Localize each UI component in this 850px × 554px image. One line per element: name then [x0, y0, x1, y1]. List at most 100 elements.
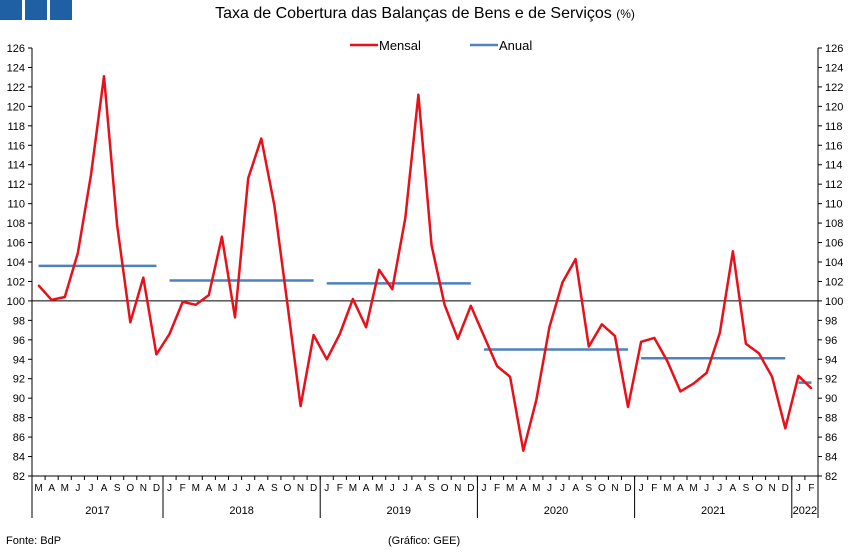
mensal-data-point	[90, 174, 92, 177]
month-tick-label: D	[467, 483, 474, 494]
mensal-data-point	[77, 252, 79, 255]
mensal-data-point	[181, 301, 184, 303]
mensal-data-point	[404, 217, 407, 220]
mensal-data-point	[718, 332, 721, 334]
month-tick-label: F	[808, 483, 814, 494]
mensal-data-point	[745, 342, 747, 345]
month-tick-label: J	[717, 483, 722, 494]
mensal-data-point	[365, 326, 367, 328]
month-tick-label: S	[271, 483, 278, 494]
month-tick-label: D	[310, 483, 317, 494]
mensal-data-point	[548, 326, 551, 328]
y-tick-label-left: 120	[7, 101, 25, 113]
mensal-data-point	[234, 316, 236, 319]
mensal-data-point	[522, 449, 525, 452]
mensal-data-point	[470, 304, 472, 307]
mensal-data-point	[221, 235, 223, 238]
y-tick-label-left: 98	[13, 315, 25, 327]
mensal-data-point	[63, 296, 66, 298]
y-tick-label-left: 122	[7, 82, 25, 94]
y-tick-label-left: 82	[13, 471, 25, 483]
mensal-data-point	[155, 353, 158, 356]
mensal-data-point	[732, 250, 734, 253]
y-tick-label-left: 104	[7, 257, 25, 269]
y-tick-label-left: 118	[7, 121, 25, 133]
month-tick-label: J	[639, 483, 644, 494]
mensal-data-point	[168, 333, 171, 335]
month-tick-label: J	[796, 483, 801, 494]
mensal-data-point	[286, 303, 289, 305]
y-tick-label-right: 114	[825, 160, 843, 172]
month-tick-label: A	[677, 483, 684, 494]
mensal-series-line	[37, 74, 813, 452]
y-tick-label-left: 124	[7, 62, 25, 74]
y-tick-label-right: 92	[825, 374, 837, 386]
y-tick-label-right: 112	[825, 179, 843, 191]
mensal-data-point	[509, 375, 511, 378]
y-tick-label-right: 88	[825, 413, 837, 425]
mensal-data-point	[784, 427, 787, 430]
month-tick-label: O	[126, 483, 134, 494]
month-tick-label: J	[167, 483, 172, 494]
mensal-data-point	[260, 137, 263, 140]
y-tick-label-right: 110	[825, 199, 843, 211]
month-tick-label: F	[651, 483, 657, 494]
mensal-data-point	[614, 335, 616, 337]
month-tick-label: O	[755, 483, 763, 494]
mensal-data-point	[312, 334, 315, 336]
month-tick-label: O	[441, 483, 449, 494]
month-tick-label: F	[337, 483, 343, 494]
month-tick-label: S	[114, 483, 121, 494]
month-tick-label: M	[218, 483, 226, 494]
month-tick-label: M	[506, 483, 514, 494]
year-tick-label: 2019	[387, 505, 411, 517]
mensal-data-point	[771, 375, 773, 378]
y-tick-label-right: 86	[825, 432, 837, 444]
month-tick-label: N	[611, 483, 618, 494]
year-tick-label: 2022	[793, 505, 817, 517]
y-tick-label-left: 90	[13, 393, 25, 405]
y-tick-label-left: 94	[13, 354, 25, 366]
mensal-data-point	[758, 352, 760, 355]
month-tick-label: M	[192, 483, 200, 494]
y-tick-label-left: 106	[7, 238, 25, 250]
mensal-data-point	[483, 335, 485, 337]
year-tick-label: 2020	[544, 505, 568, 517]
month-tick-label: J	[390, 483, 395, 494]
mensal-data-point	[797, 375, 800, 377]
mensal-data-point	[247, 177, 249, 180]
mensal-data-point	[601, 323, 603, 326]
month-tick-label: J	[324, 483, 329, 494]
month-tick-label: A	[101, 483, 108, 494]
y-tick-label-left: 102	[7, 276, 25, 288]
y-tick-label-right: 82	[825, 471, 837, 483]
mensal-data-point	[705, 372, 708, 374]
y-tick-label-right: 118	[825, 121, 843, 133]
legend-anual-label: Anual	[499, 38, 532, 53]
y-tick-label-right: 120	[825, 101, 843, 113]
y-tick-label-right: 100	[825, 296, 843, 308]
mensal-data-point	[692, 382, 695, 385]
y-tick-label-left: 114	[7, 160, 25, 172]
mensal-data-point	[391, 288, 394, 291]
mensal-data-point	[273, 204, 276, 207]
month-tick-label: J	[547, 483, 552, 494]
month-tick-label: J	[560, 483, 565, 494]
y-tick-label-left: 92	[13, 374, 25, 386]
month-tick-label: M	[34, 483, 42, 494]
mensal-data-point	[640, 340, 642, 343]
y-tick-label-left: 88	[13, 413, 25, 425]
mensal-data-point	[142, 276, 145, 279]
y-tick-label-right: 102	[825, 276, 843, 288]
chart-title-unit: (%)	[616, 7, 635, 21]
mensal-data-point	[456, 338, 459, 340]
y-tick-label-right: 104	[825, 257, 843, 269]
y-tick-label-right: 126	[825, 43, 843, 55]
month-tick-label: J	[75, 483, 80, 494]
month-tick-label: F	[494, 483, 500, 494]
month-tick-label: J	[88, 483, 93, 494]
y-tick-label-right: 94	[825, 354, 837, 366]
month-tick-label: J	[233, 483, 238, 494]
y-tick-label-left: 96	[13, 335, 25, 347]
mensal-data-point	[129, 321, 132, 324]
